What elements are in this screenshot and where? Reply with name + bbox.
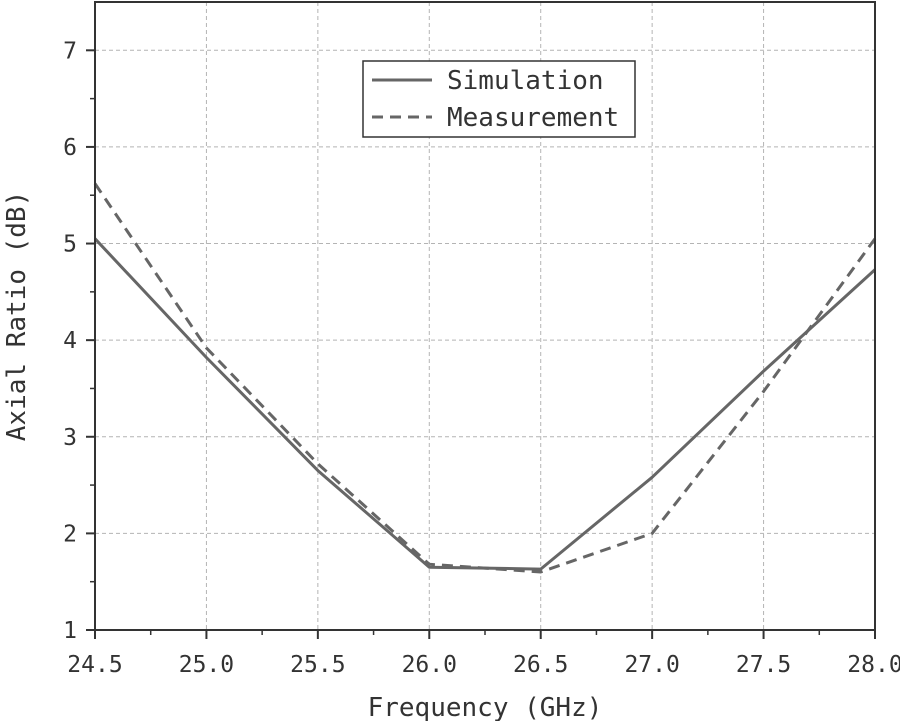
x-tick-label: 26.5 <box>513 652 568 678</box>
legend: Simulation Measurement <box>362 60 636 138</box>
legend-label-simulation: Simulation <box>447 66 604 96</box>
y-tick-label: 1 <box>63 618 77 644</box>
x-axis-title: Frequency (GHz) <box>368 693 603 721</box>
x-tick-label: 26.0 <box>402 652 457 678</box>
y-tick-label: 4 <box>63 328 77 354</box>
y-tick-label: 3 <box>63 425 77 451</box>
y-axis-title: Axial Ratio (dB) <box>2 191 32 441</box>
x-tick-label: 27.5 <box>736 652 791 678</box>
y-tick-label: 5 <box>63 232 77 258</box>
y-tick-label: 7 <box>63 38 77 64</box>
x-tick-label: 24.5 <box>67 652 122 678</box>
legend-label-measurement: Measurement <box>447 103 619 133</box>
series-line-measurement <box>93 182 877 574</box>
x-tick-label: 25.0 <box>179 652 234 678</box>
x-tick-label: 27.0 <box>624 652 679 678</box>
series-layer <box>93 182 877 574</box>
x-tick-label: 25.5 <box>290 652 345 678</box>
legend-box <box>362 60 636 138</box>
y-tick-label: 2 <box>63 521 77 547</box>
y-tick-label: 6 <box>63 135 77 161</box>
x-tick-label: 28.0 <box>847 652 900 678</box>
ticks <box>86 49 876 639</box>
grid <box>95 2 875 630</box>
tick-labels: 24.5 25.0 25.5 26.0 26.5 27.0 27.5 28.0 1 2 3 4 5 6 7 <box>63 38 900 678</box>
